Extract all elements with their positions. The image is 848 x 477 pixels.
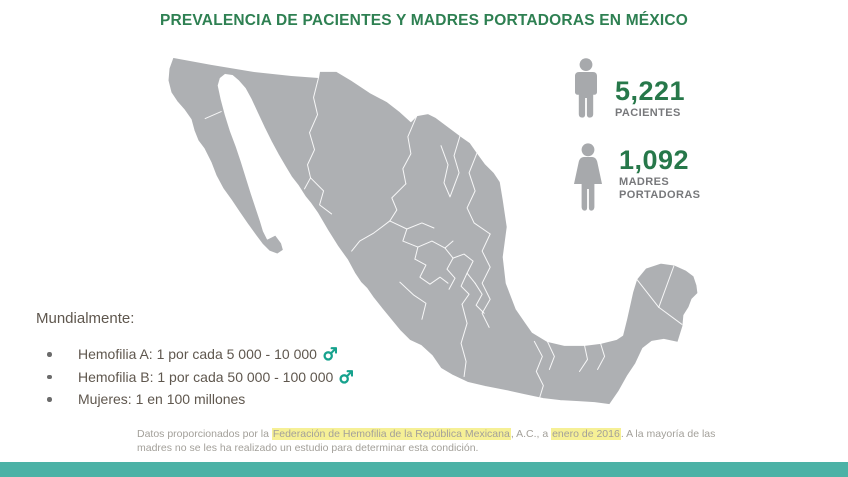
state-borders (204, 76, 683, 400)
source-footnote: Datos proporcionados por la Federación d… (137, 428, 716, 454)
patients-stat: 5,221 PACIENTES (571, 58, 771, 123)
list-item-hemofilia-a: Hemofilia A: 1 por cada 5 000 - 10 000 (36, 344, 436, 367)
mexico-map-land (167, 56, 699, 406)
male-symbol-icon (339, 369, 354, 387)
worldwide-section: Mundialmente: Hemofilia A: 1 por cada 5 … (36, 311, 436, 410)
male-symbol-icon (323, 347, 337, 364)
mexico-map-svg (167, 56, 699, 406)
worldwide-heading: Mundialmente: (36, 310, 135, 327)
carriers-label: MADRES PORTADORAS (619, 176, 701, 201)
highlighted-source: Federación de Hemofilia de la República … (271, 428, 511, 440)
list-item-hemofilia-b: Hemofilia B: 1 por cada 50 000 - 100 000 (36, 367, 436, 390)
male-person-icon (571, 58, 601, 123)
female-person-icon (571, 143, 605, 216)
statistics-panel: 5,221 PACIENTES 1,092 MADRES PORTADORAS (571, 58, 771, 216)
carriers-count: 1,092 (619, 145, 690, 175)
patients-label: PACIENTES (615, 107, 681, 119)
page-title: PREVALENCIA DE PACIENTES Y MADRES PORTAD… (159, 12, 689, 29)
carriers-stat: 1,092 MADRES PORTADORAS (571, 143, 771, 216)
highlighted-date: enero de 2016 (551, 428, 621, 440)
mexico-map (163, 50, 725, 414)
worldwide-list: Hemofilia A: 1 por cada 5 000 - 10 000 H… (36, 344, 436, 410)
patients-count: 5,221 (615, 76, 686, 106)
bottom-accent-bar (0, 462, 848, 477)
list-item-mujeres: Mujeres: 1 en 100 millones (36, 389, 436, 410)
